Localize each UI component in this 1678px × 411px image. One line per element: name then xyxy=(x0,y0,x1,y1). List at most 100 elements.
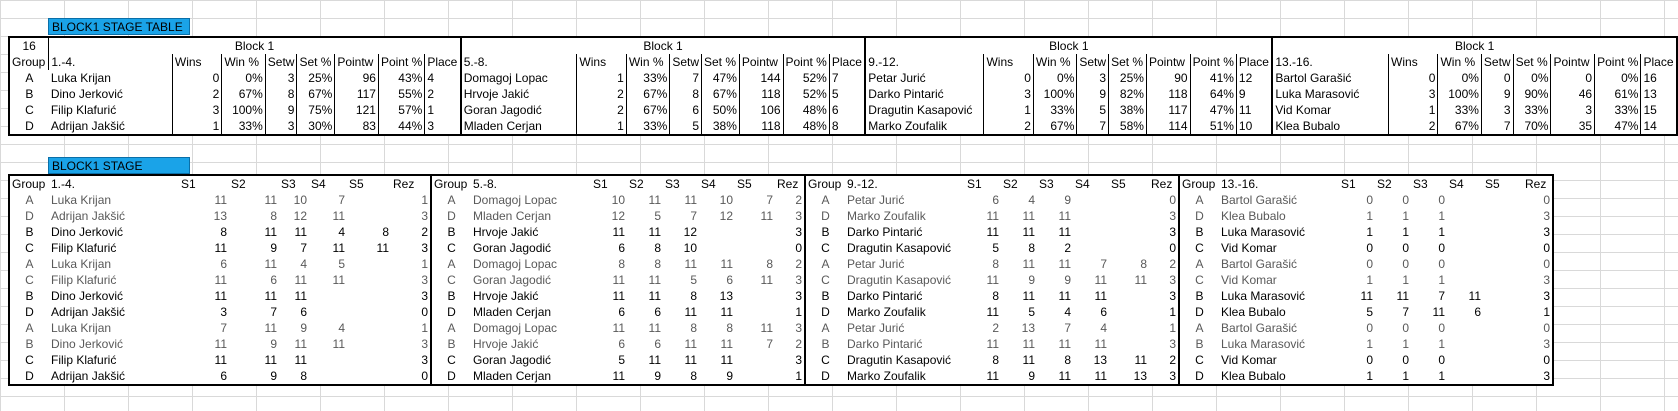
stat-wins[interactable]: 2 xyxy=(171,86,222,102)
stat-point-pct[interactable]: 44% xyxy=(377,118,425,136)
set-score[interactable]: 11 xyxy=(612,321,625,335)
stat-win-pct[interactable]: 0% xyxy=(1437,70,1482,86)
match-result[interactable]: 3 xyxy=(795,289,802,303)
stat-set-pct[interactable]: 67% xyxy=(296,86,335,102)
stat-win-pct[interactable]: 67% xyxy=(625,86,670,102)
match-player[interactable]: Domagoj Lopac xyxy=(473,193,558,207)
set-score[interactable] xyxy=(1483,336,1523,352)
group-header[interactable]: Group xyxy=(8,174,49,192)
set-score[interactable]: 11 xyxy=(986,273,999,287)
match-result[interactable]: 1 xyxy=(421,321,428,335)
set-score[interactable]: 11 xyxy=(648,193,661,207)
match-group[interactable]: A xyxy=(430,320,471,336)
set-score[interactable]: 0 xyxy=(1438,353,1445,367)
match-player[interactable]: Vid Komar xyxy=(1221,241,1277,255)
match-group[interactable]: A xyxy=(430,256,471,272)
set-score[interactable]: 4 xyxy=(338,225,345,239)
match-header[interactable]: S3 xyxy=(279,174,309,192)
match-player[interactable]: Marko Zoufalik xyxy=(847,305,926,319)
set-score[interactable] xyxy=(1447,208,1483,224)
set-score[interactable]: 11 xyxy=(1022,257,1035,271)
match-group[interactable]: B xyxy=(804,336,845,352)
match-header[interactable]: S4 xyxy=(699,174,735,192)
match-group[interactable]: A xyxy=(1178,320,1219,336)
stat-point-pct[interactable]: 52% xyxy=(782,70,830,86)
set-score[interactable]: 8 xyxy=(654,241,661,255)
set-score[interactable] xyxy=(347,208,391,224)
column-header[interactable]: Set % xyxy=(701,54,740,70)
match-player[interactable]: Darko Pintarić xyxy=(847,225,923,239)
set-score[interactable] xyxy=(1483,256,1523,272)
column-header[interactable]: Set % xyxy=(1512,54,1551,70)
match-player[interactable]: Vid Komar xyxy=(1221,353,1277,367)
match-result[interactable]: 0 xyxy=(1523,320,1554,336)
stat-pointw[interactable]: 35 xyxy=(1550,118,1595,136)
set-score[interactable]: 0 xyxy=(1366,257,1373,271)
stat-point-pct[interactable]: 52% xyxy=(782,86,830,102)
player-name[interactable]: Domagoj Lopac xyxy=(459,70,577,86)
set-score[interactable] xyxy=(1109,304,1149,320)
set-score[interactable]: 11 xyxy=(986,225,999,239)
set-score[interactable] xyxy=(347,272,391,288)
match-group[interactable]: C xyxy=(430,240,471,256)
set-score[interactable] xyxy=(1483,208,1523,224)
set-score[interactable]: 2 xyxy=(992,321,999,335)
set-score[interactable]: 8 xyxy=(992,257,999,271)
stat-wins[interactable]: 2 xyxy=(576,102,627,118)
set-score[interactable] xyxy=(1109,288,1149,304)
set-score[interactable]: 11 xyxy=(612,289,625,303)
column-header[interactable]: Pointw xyxy=(334,54,379,70)
stat-place[interactable]: 11 xyxy=(1235,102,1273,118)
stat-setw[interactable]: 3 xyxy=(264,70,297,86)
set-score[interactable] xyxy=(1447,352,1483,368)
column-header[interactable]: Win % xyxy=(625,54,670,70)
set-score[interactable]: 11 xyxy=(214,353,227,367)
set-score[interactable]: 0 xyxy=(1366,193,1373,207)
stat-win-pct[interactable]: 100% xyxy=(1437,86,1482,102)
set-score[interactable]: 7 xyxy=(1402,305,1409,319)
set-score[interactable]: 2 xyxy=(1064,241,1071,255)
match-group[interactable]: D xyxy=(1178,304,1219,320)
stat-place[interactable]: 10 xyxy=(1235,118,1273,136)
match-group[interactable]: C xyxy=(804,352,845,368)
stat-place[interactable]: 15 xyxy=(1640,102,1678,118)
set-score[interactable]: 11 xyxy=(1094,289,1107,303)
set-score[interactable]: 11 xyxy=(332,337,345,351)
set-score[interactable]: 11 xyxy=(684,305,697,319)
set-score[interactable] xyxy=(1447,256,1483,272)
set-score[interactable]: 5 xyxy=(618,353,625,367)
set-score[interactable]: 6 xyxy=(618,305,625,319)
set-score[interactable]: 11 xyxy=(294,289,307,303)
set-score[interactable]: 11 xyxy=(264,257,277,271)
stat-set-pct[interactable]: 47% xyxy=(701,70,740,86)
stat-win-pct[interactable]: 33% xyxy=(625,118,670,136)
player-name[interactable]: Dragutin Kasapović xyxy=(864,102,984,118)
match-player[interactable]: Dragutin Kasapović xyxy=(847,353,952,367)
match-header[interactable]: S2 xyxy=(1375,174,1411,192)
set-score[interactable] xyxy=(1483,192,1523,208)
match-player[interactable]: Marko Zoufalik xyxy=(845,368,965,386)
stat-setw[interactable]: 3 xyxy=(1076,70,1109,86)
set-score[interactable] xyxy=(735,240,775,256)
match-group[interactable]: D xyxy=(1178,368,1219,386)
stat-pointw[interactable]: 90 xyxy=(1145,70,1191,86)
set-score[interactable]: 11 xyxy=(720,337,733,351)
match-group[interactable]: C xyxy=(804,272,845,288)
set-score[interactable] xyxy=(1447,240,1483,256)
stat-point-pct[interactable]: 33% xyxy=(1594,102,1641,118)
stat-wins[interactable]: 1 xyxy=(983,102,1034,118)
stat-set-pct[interactable]: 33% xyxy=(1512,102,1551,118)
set-score[interactable]: 10 xyxy=(719,193,733,207)
match-group[interactable]: D xyxy=(804,368,845,386)
set-score[interactable] xyxy=(1073,208,1109,224)
stat-point-pct[interactable]: 48% xyxy=(782,102,830,118)
stat-win-pct[interactable]: 0% xyxy=(1032,70,1077,86)
player-name[interactable]: Hrvoje Jakić xyxy=(459,86,577,102)
set-score[interactable]: 6 xyxy=(179,368,229,386)
set-score[interactable]: 8 xyxy=(766,257,773,271)
set-score[interactable]: 11 xyxy=(1094,273,1107,287)
set-score[interactable] xyxy=(1483,304,1523,320)
stat-setw[interactable]: 5 xyxy=(1076,102,1109,118)
set-score[interactable]: 1 xyxy=(1438,225,1445,239)
stat-setw[interactable]: 6 xyxy=(669,102,702,118)
